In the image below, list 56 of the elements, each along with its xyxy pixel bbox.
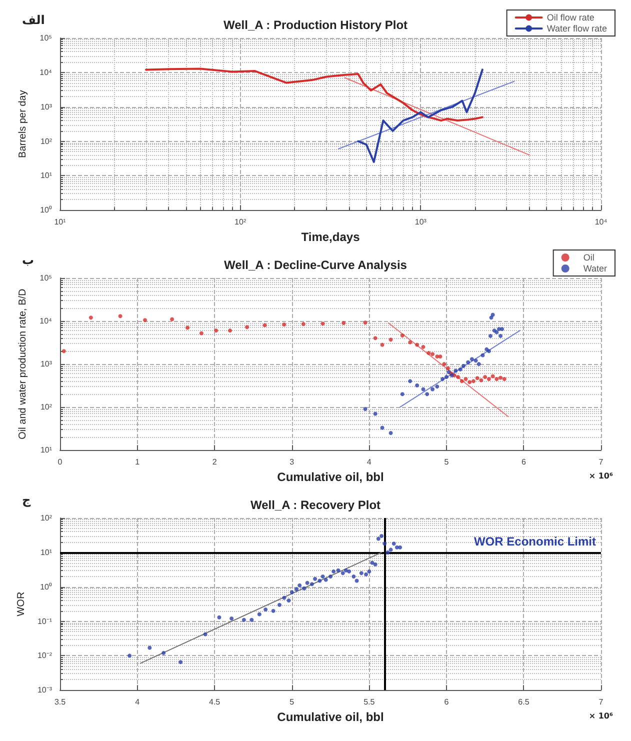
x-axis-title: Time,days xyxy=(301,230,360,244)
ref-line-label: WOR Economic Limit xyxy=(474,534,596,548)
chart-title: Well_A : Production History Plot xyxy=(223,18,408,32)
chart-title: Well_A : Recovery Plot xyxy=(250,498,381,512)
x-tick-label: 7 xyxy=(598,458,604,467)
x-tick-label: 6 xyxy=(444,698,450,707)
x-tick-label: 10³ xyxy=(414,218,427,227)
x-tick-label: 3.5 xyxy=(54,698,66,707)
x-tick-label: 10¹ xyxy=(54,218,66,227)
x-tick-label: 4 xyxy=(366,458,372,467)
text: × 10⁶ xyxy=(588,712,614,720)
y-axis-title: Oil and water production rate, B/D xyxy=(18,288,28,440)
text: الف xyxy=(22,13,45,27)
y-tick-label: 10⁰ xyxy=(40,582,52,592)
y-tick-label: 10² xyxy=(40,402,52,412)
x-tick-label: 6.5 xyxy=(518,698,530,707)
y-tick-label: 10³ xyxy=(40,360,52,369)
y-tick-label: 10⁻² xyxy=(37,651,52,660)
y-tick-label: 10¹ xyxy=(40,171,52,180)
y-axis-title: Barrels per day xyxy=(18,90,28,158)
x-tick-label: 6 xyxy=(521,458,526,467)
chart-title: Well_A : Decline-Curve Analysis xyxy=(224,258,408,272)
y-tick-label: 10⁰ xyxy=(40,206,52,215)
y-tick-label: 10⁻³ xyxy=(37,686,52,695)
x-axis-title: Cumulative oil, bbl xyxy=(277,710,384,724)
x-tick-label: 5 xyxy=(290,698,295,707)
legend-label: Oil flow rate xyxy=(546,12,594,22)
x-tick-label: 3 xyxy=(290,458,295,467)
x-tick-label: 2 xyxy=(212,458,218,467)
x-tick-label: 4.5 xyxy=(209,698,221,707)
text: ج xyxy=(22,493,31,507)
y-tick-label: 10⁵ xyxy=(40,274,52,282)
x-tick-label: 5 xyxy=(444,458,450,467)
y-tick-label: 10⁴ xyxy=(40,316,53,326)
y-tick-label: 10¹ xyxy=(40,548,52,557)
y-tick-label: 10⁴ xyxy=(40,68,53,77)
x-tick-label: 7 xyxy=(598,698,604,707)
legend-label: Water flow rate xyxy=(546,24,608,34)
x-tick-label: 0 xyxy=(58,458,63,467)
y-axis-title: WOR xyxy=(16,592,28,616)
y-tick-label: 10² xyxy=(40,514,52,522)
y-tick-label: 10⁵ xyxy=(40,34,52,42)
text: × 10⁶ xyxy=(588,472,614,480)
x-axis-title: Cumulative oil, bbl xyxy=(277,470,384,484)
x-tick-label: 5.5 xyxy=(364,698,376,707)
x-tick-label: 1 xyxy=(135,458,140,467)
x-tick-label: 10⁴ xyxy=(594,218,608,227)
y-tick-label: 10⁻¹ xyxy=(37,616,52,626)
x-tick-label: 10² xyxy=(234,218,246,227)
legend-label: Water xyxy=(583,264,608,274)
y-tick-label: 10³ xyxy=(40,102,52,112)
text: ب xyxy=(22,253,34,267)
x-tick-label: 4 xyxy=(135,698,140,707)
legend-label: Oil xyxy=(583,252,594,262)
y-tick-label: 10¹ xyxy=(40,446,52,455)
y-tick-label: 10² xyxy=(40,136,52,146)
